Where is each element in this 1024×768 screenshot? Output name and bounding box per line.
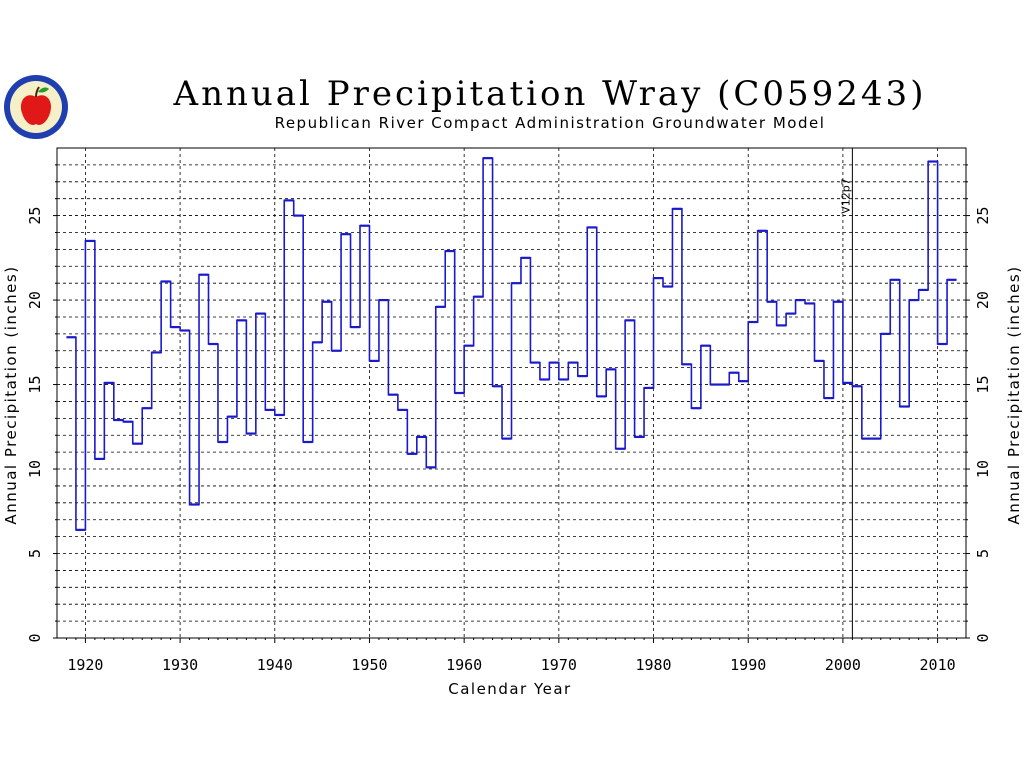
series-layer [66,157,957,531]
y-tick-label: 0 [26,633,44,642]
chart-subtitle: Republican River Compact Administration … [274,114,826,132]
x-tick-label: 1950 [351,656,387,674]
y-tick-label-right: 15 [974,376,992,394]
x-tick-label: 1980 [635,656,671,674]
x-tick-label: 1960 [446,656,482,674]
logo [4,75,68,139]
y-tick-label-right: 25 [974,207,992,225]
x-axis-label: Calendar Year [448,680,571,698]
y-axis-label: Annual Precipitation (inches) [2,265,20,524]
y-tick-label: 15 [26,376,44,394]
x-tick-label: 1990 [730,656,766,674]
x-tick-label: 1920 [67,656,103,674]
chart-title: Annual Precipitation Wray (C059243) [173,74,927,114]
axes: 0 0 5 5 10 10 15 15 20 20 25 25 1920 1930 1940 1950 1960… [26,147,992,674]
y-tick-label-right: 10 [974,460,992,478]
y-tick-label: 10 [26,460,44,478]
y-axis-label-right: Annual Precipitation (inches) [1005,265,1023,524]
y-tick-label: 5 [26,549,44,558]
y-tick-label-right: 20 [974,291,992,309]
y-tick-label-right: 0 [974,633,992,642]
x-tick-label: 2000 [825,656,861,674]
y-tick-label-right: 5 [974,549,992,558]
marker-label: V12p7 [839,178,852,214]
x-tick-label: 1940 [257,656,293,674]
y-tick-label: 20 [26,291,44,309]
x-tick-label: 1930 [162,656,198,674]
x-tick-label: 2010 [920,656,956,674]
y-tick-label: 25 [26,207,44,225]
x-tick-label: 1970 [541,656,577,674]
apple-icon [20,86,52,125]
precipitation-series [66,157,957,531]
